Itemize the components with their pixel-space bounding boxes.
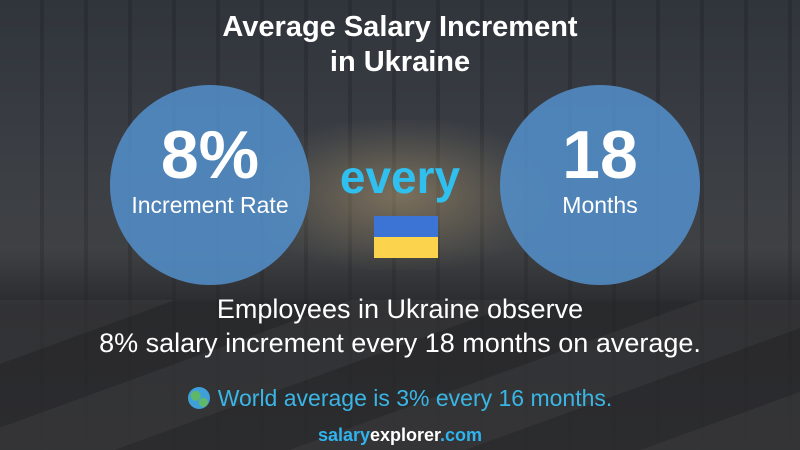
brand-part-com: .com bbox=[440, 425, 483, 445]
months-label: Months bbox=[562, 192, 638, 218]
background-floor bbox=[0, 300, 800, 450]
globe-icon bbox=[187, 387, 210, 409]
months-circle: 18 Months bbox=[500, 85, 700, 285]
description: Employees in Ukraine observe 8% salary i… bbox=[0, 292, 800, 360]
increment-rate-value: 8% bbox=[160, 117, 260, 193]
brand-logo[interactable]: salaryexplorer.com bbox=[0, 425, 800, 446]
increment-rate-label: Increment Rate bbox=[131, 192, 289, 218]
increment-rate-circle: 8% Increment Rate bbox=[110, 85, 310, 285]
description-line-2: 8% salary increment every 18 months on a… bbox=[99, 328, 701, 358]
page-title: Average Salary Increment in Ukraine bbox=[0, 10, 800, 80]
world-average-text: World average is 3% every 16 months. bbox=[217, 385, 613, 411]
world-average: World average is 3% every 16 months. bbox=[0, 385, 800, 412]
ukraine-flag-icon bbox=[374, 216, 438, 258]
title-line-2: in Ukraine bbox=[329, 46, 471, 78]
every-text: every bbox=[339, 151, 461, 203]
brand-part-explorer: explorer bbox=[370, 425, 441, 445]
title-line-1: Average Salary Increment bbox=[222, 11, 578, 43]
flag-blue-stripe bbox=[374, 216, 438, 237]
brand-part-salary: salary bbox=[317, 425, 370, 445]
months-value: 18 bbox=[562, 117, 638, 193]
flag-yellow-stripe bbox=[374, 237, 438, 258]
description-line-1: Employees in Ukraine observe bbox=[216, 294, 584, 324]
